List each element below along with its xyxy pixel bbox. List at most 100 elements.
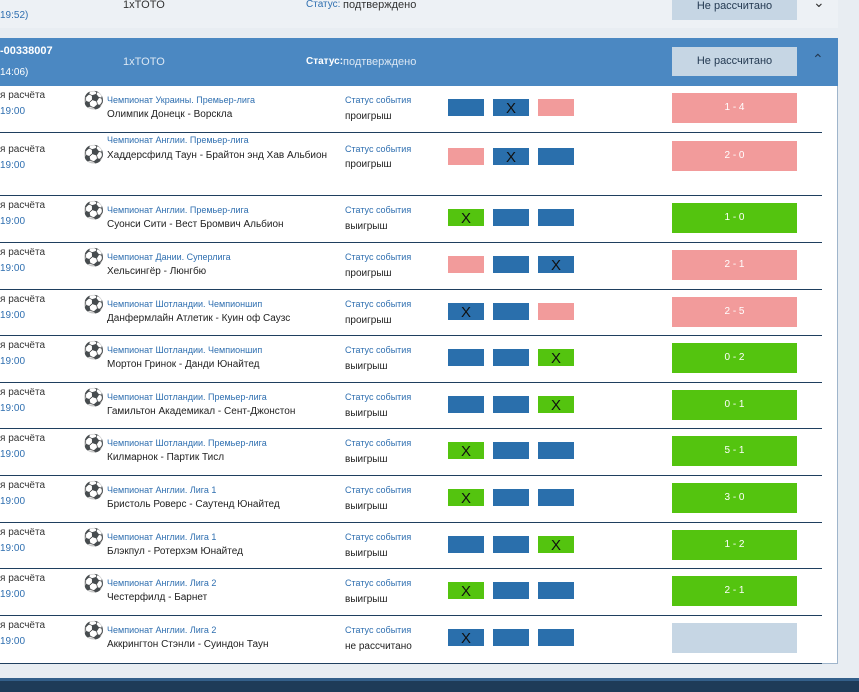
event-status-label: Статус события <box>345 95 412 105</box>
event-status-value: выигрыш <box>345 361 388 372</box>
outcome-cell <box>493 256 529 273</box>
outcome-cell <box>493 582 529 599</box>
chevron-down-icon[interactable]: ⌄ <box>813 0 825 10</box>
event-row: я расчёта 19:00 ⚽ Чемпионат Англии. Премьер… <box>0 132 822 196</box>
event-match: Аккрингтон Стэнли - Суиндон Таун <box>107 639 269 650</box>
event-match: Мортон Гринок - Данди Юнайтед <box>107 359 260 370</box>
outcome-cell <box>448 349 484 366</box>
outcome-cell <box>538 209 574 226</box>
outcome-cell <box>493 303 529 320</box>
event-league: Чемпионат Англии. Премьер-лига <box>107 135 249 145</box>
event-match: Хаддерсфилд Таун - Брайтон энд Хав Альби… <box>107 150 328 161</box>
event-date-time: 19:00 <box>0 263 26 274</box>
outcome-cell: X <box>448 209 484 227</box>
event-date-label: я расчёта <box>0 573 46 584</box>
event-match: Блэкпул - Ротерхэм Юнайтед <box>107 546 243 557</box>
event-status-label: Статус события <box>345 252 412 262</box>
coupon-id: -00338007 <box>0 45 53 57</box>
event-row: я расчёта 19:00 ⚽ Чемпионат Шотландии. Прем… <box>0 383 822 429</box>
event-status-label: Статус события <box>345 578 412 588</box>
event-league: Чемпионат Шотландии. Премьер-лига <box>107 392 267 402</box>
event-league: Чемпионат Шотландии. Чемпионшип <box>107 345 263 355</box>
event-result: 2 - 5 <box>672 297 797 327</box>
event-date-label: я расчёта <box>0 433 46 444</box>
event-date-time: 19:00 <box>0 216 26 227</box>
event-status-value: выигрыш <box>345 454 388 465</box>
event-status-value: выигрыш <box>345 501 388 512</box>
previous-coupon-status-label: Статус: <box>306 0 341 10</box>
event-status-value: выигрыш <box>345 408 388 419</box>
event-match: Гамильтон Академикал - Сент-Джонстон <box>107 406 296 417</box>
soccer-ball-icon: ⚽ <box>83 621 105 640</box>
event-league: Чемпионат Дании. Суперлига <box>107 252 231 262</box>
outcome-cell <box>538 99 574 116</box>
event-result: 1 - 0 <box>672 203 797 233</box>
event-date-label: я расчёта <box>0 200 46 211</box>
event-league: Чемпионат Англии. Лига 1 <box>107 485 217 495</box>
coupon-header[interactable]: -00338007 14:06) 1xTOTO Статус: подтверж… <box>0 38 838 86</box>
soccer-ball-icon: ⚽ <box>83 91 105 110</box>
event-date-label: я расчёта <box>0 247 46 258</box>
event-date-label: я расчёта <box>0 620 46 631</box>
event-status-value: выигрыш <box>345 594 388 605</box>
outcome-cell <box>448 536 484 553</box>
event-result: 2 - 1 <box>672 576 797 606</box>
previous-coupon-row[interactable]: 19:52) 1xTOTO Статус: подтверждено Не ра… <box>0 0 838 28</box>
outcome-cell: X <box>448 629 484 647</box>
event-row: я расчёта 19:00 ⚽ Чемпионат Англии. Лига 2 Ч… <box>0 569 822 616</box>
previous-coupon-calc-badge: Не рассчитано <box>672 0 797 20</box>
event-status-label: Статус события <box>345 625 412 635</box>
event-status-label: Статус события <box>345 205 412 215</box>
event-date-label: я расчёта <box>0 527 46 538</box>
event-status-value: проигрыш <box>345 159 392 170</box>
outcome-cell: X <box>448 582 484 600</box>
event-match: Олимпик Донецк - Ворскла <box>107 109 233 120</box>
event-row: я расчёта 19:00 ⚽ Чемпионат Шотландии. Прем… <box>0 429 822 476</box>
event-result: 2 - 0 <box>672 141 797 171</box>
event-date-time: 19:00 <box>0 589 26 600</box>
event-status-label: Статус события <box>345 392 412 402</box>
event-date-time: 19:00 <box>0 403 26 414</box>
event-status-label: Статус события <box>345 532 412 542</box>
soccer-ball-icon: ⚽ <box>83 574 105 593</box>
soccer-ball-icon: ⚽ <box>83 248 105 267</box>
outcome-cell <box>538 582 574 599</box>
footer-bar <box>0 678 859 692</box>
outcome-cell <box>493 396 529 413</box>
soccer-ball-icon: ⚽ <box>83 481 105 500</box>
event-league: Чемпионат Англии. Лига 1 <box>107 532 217 542</box>
event-row: я расчёта 19:00 ⚽ Чемпионат Англии. Лига 1 Б… <box>0 523 822 569</box>
event-row: я расчёта 19:00 ⚽ Чемпионат Украины. Премье… <box>0 86 822 133</box>
event-date-label: я расчёта <box>0 144 46 155</box>
event-row: я расчёта 19:00 ⚽ Чемпионат Шотландии. Чемп… <box>0 290 822 336</box>
event-result: 1 - 2 <box>672 530 797 560</box>
event-status-label: Статус события <box>345 299 412 309</box>
chevron-up-icon[interactable]: ⌃ <box>812 51 824 67</box>
event-result: 5 - 1 <box>672 436 797 466</box>
event-result: 0 - 2 <box>672 343 797 373</box>
event-match: Хельсингёр - Люнгбю <box>107 266 207 277</box>
event-status-label: Статус события <box>345 345 412 355</box>
event-row: я расчёта 19:00 ⚽ Чемпионат Дании. Суперлиг… <box>0 243 822 290</box>
soccer-ball-icon: ⚽ <box>83 528 105 547</box>
event-date-time: 19:00 <box>0 160 26 171</box>
event-date-time: 19:00 <box>0 543 26 554</box>
outcome-cell <box>448 396 484 413</box>
coupon-calc-badge: Не рассчитано <box>672 47 797 76</box>
event-league: Чемпионат Шотландии. Чемпионшип <box>107 299 263 309</box>
previous-coupon-status-value: подтверждено <box>343 0 417 11</box>
previous-coupon-time: 19:52) <box>0 10 29 21</box>
event-date-label: я расчёта <box>0 480 46 491</box>
event-result: 3 - 0 <box>672 483 797 513</box>
event-status-value: выигрыш <box>345 221 388 232</box>
event-status-label: Статус события <box>345 438 412 448</box>
event-row: я расчёта 19:00 ⚽ Чемпионат Англии. Лига 1 Б… <box>0 476 822 523</box>
event-status-label: Статус события <box>345 485 412 495</box>
event-result <box>672 623 797 653</box>
soccer-ball-icon: ⚽ <box>83 201 105 220</box>
event-league: Чемпионат Англии. Премьер-лига <box>107 205 249 215</box>
outcome-cell: X <box>538 396 574 414</box>
event-match: Данфермлайн Атлетик - Куин оф Саузс <box>107 313 291 324</box>
event-date-label: я расчёта <box>0 340 46 351</box>
